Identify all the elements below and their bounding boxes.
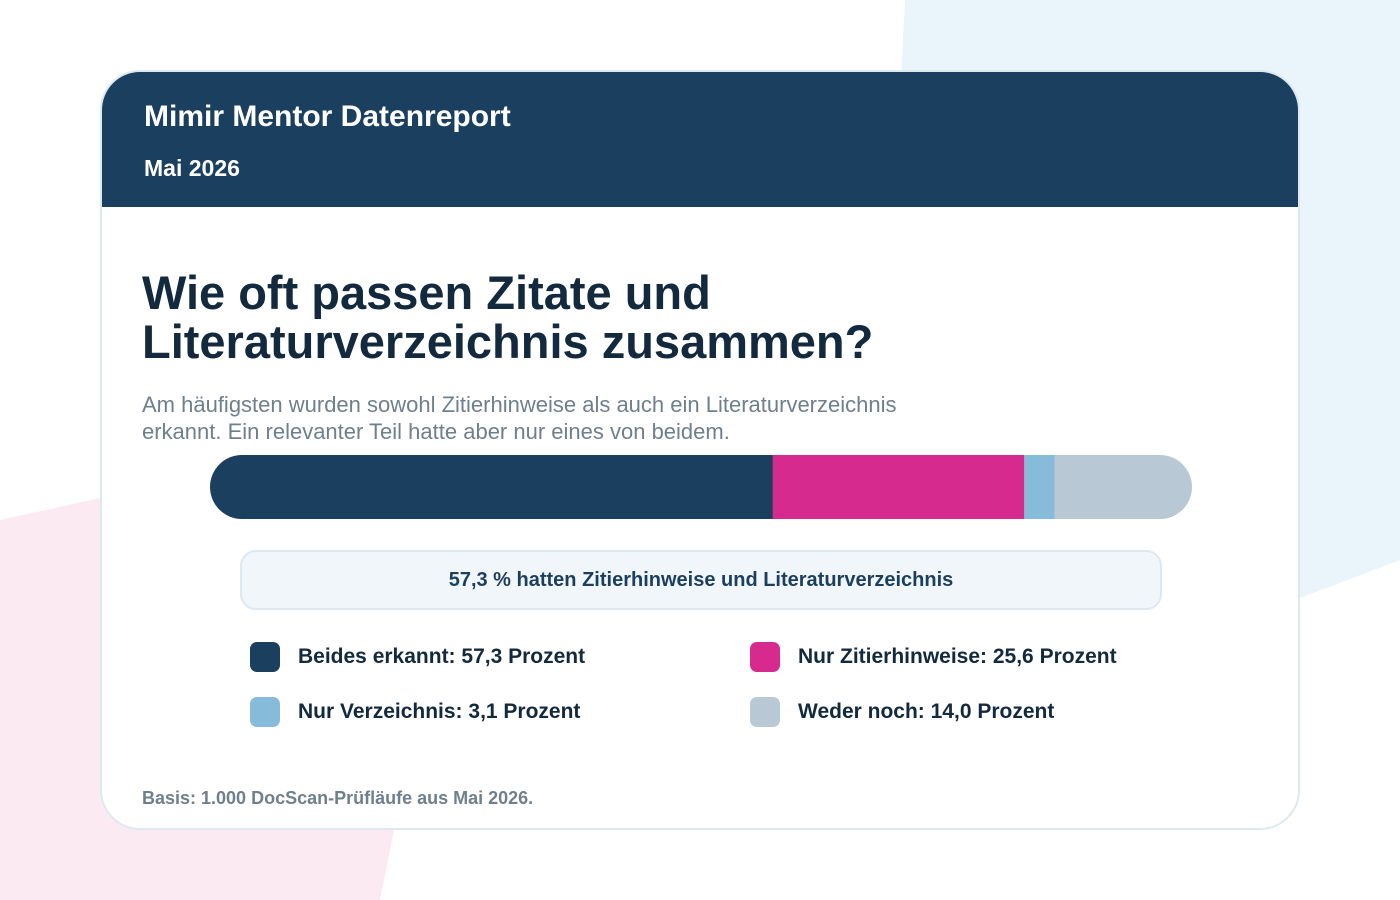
legend-swatch-nur-zitierhinweise bbox=[750, 642, 780, 672]
legend-swatch-beides bbox=[250, 642, 280, 672]
legend-label-nur-zitierhinweise: Nur Zitierhinweise: 25,6 Prozent bbox=[798, 645, 1117, 668]
bar-segment-weder-noch bbox=[1054, 455, 1192, 519]
subtitle-line-2: erkannt. Ein relevanter Teil hatte aber … bbox=[142, 419, 730, 444]
chart-headline: Wie oft passen Zitate und Literaturverze… bbox=[142, 268, 1042, 366]
subtitle-line-1: Am häufigsten wurden sowohl Zitierhinwei… bbox=[142, 392, 897, 417]
legend-label-nur-verzeichnis: Nur Verzeichnis: 3,1 Prozent bbox=[298, 700, 581, 723]
legend-item-weder-noch: Weder noch: 14,0 Prozent bbox=[750, 697, 1054, 727]
brand-title: Mimir Mentor Datenreport bbox=[144, 100, 511, 133]
bar-segment-nur-verzeichnis bbox=[1024, 455, 1056, 519]
stacked-bar-chart bbox=[210, 455, 1192, 519]
legend-item-nur-zitierhinweise: Nur Zitierhinweise: 25,6 Prozent bbox=[750, 642, 1117, 672]
legend-label-beides: Beides erkannt: 57,3 Prozent bbox=[298, 645, 586, 668]
headline-line-1: Wie oft passen Zitate und bbox=[142, 266, 711, 319]
legend-swatch-weder-noch bbox=[750, 697, 780, 727]
report-card: Mimir Mentor Datenreport Mai 2026 Wie of… bbox=[100, 70, 1300, 830]
legend-label-weder-noch: Weder noch: 14,0 Prozent bbox=[798, 700, 1055, 723]
legend-swatch-nur-verzeichnis bbox=[250, 697, 280, 727]
legend-item-nur-verzeichnis: Nur Verzeichnis: 3,1 Prozent bbox=[250, 697, 580, 727]
key-figure-callout: 57,3 % hatten Zitierhinweise und Literat… bbox=[240, 550, 1162, 610]
report-period: Mai 2026 bbox=[144, 155, 240, 181]
bar-segment-nur-zitierhinweise bbox=[772, 455, 1025, 519]
report-header: Mimir Mentor Datenreport Mai 2026 bbox=[102, 72, 1298, 207]
headline-line-2: Literaturverzeichnis zusammen? bbox=[142, 315, 874, 368]
chart-subtitle: Am häufigsten wurden sowohl Zitierhinwei… bbox=[142, 391, 1042, 445]
data-source-footnote: Basis: 1.000 DocScan-Prüfläufe aus Mai 2… bbox=[142, 788, 534, 808]
legend-item-beides: Beides erkannt: 57,3 Prozent bbox=[250, 642, 585, 672]
bar-segment-beides bbox=[210, 455, 774, 519]
